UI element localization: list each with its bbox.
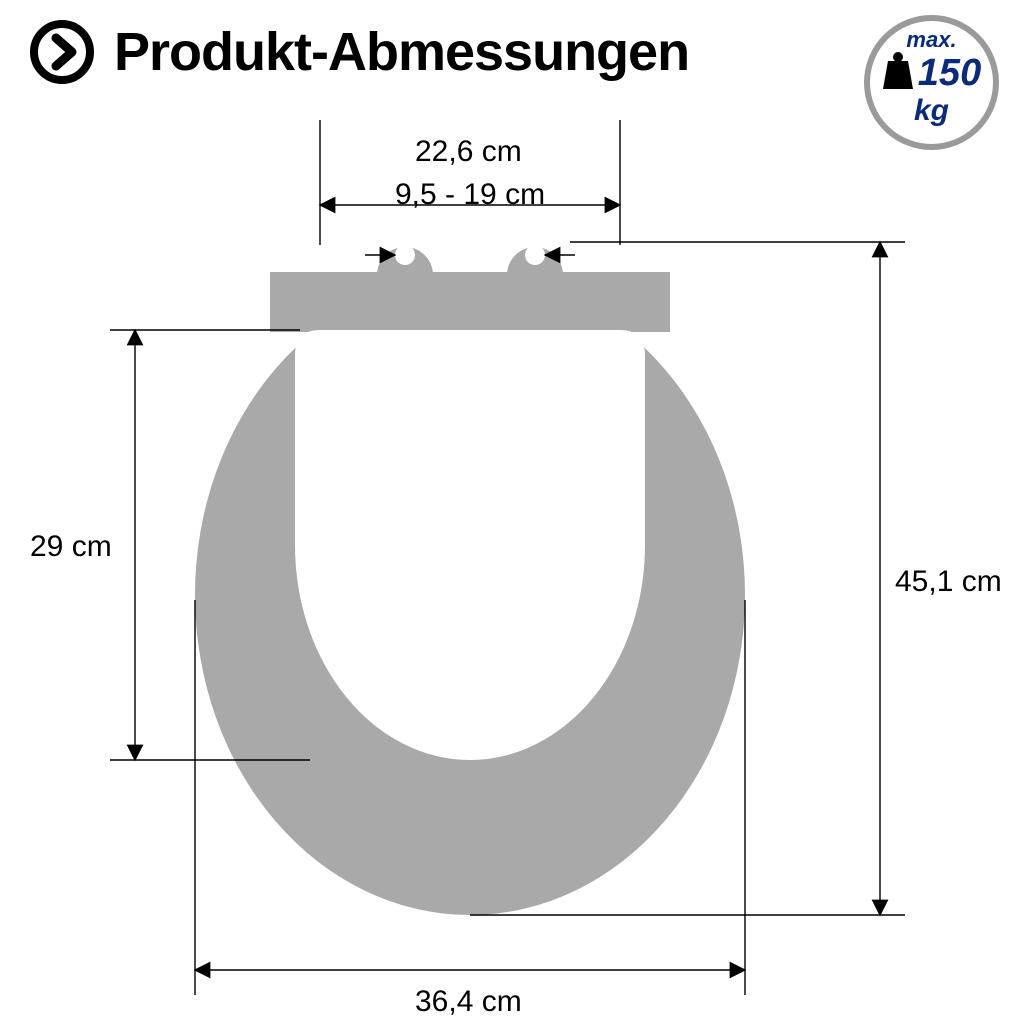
toilet-seat-shape bbox=[195, 245, 745, 915]
hinge-right bbox=[507, 245, 563, 275]
label-hinge-spacing: 9,5 - 19 cm bbox=[395, 178, 545, 212]
label-top-hinge-width: 22,6 cm bbox=[415, 135, 522, 169]
hinge-left bbox=[377, 245, 433, 275]
label-outer-height: 45,1 cm bbox=[895, 565, 1002, 599]
label-inner-height: 29 cm bbox=[30, 530, 112, 564]
label-outer-width: 36,4 cm bbox=[415, 985, 522, 1019]
